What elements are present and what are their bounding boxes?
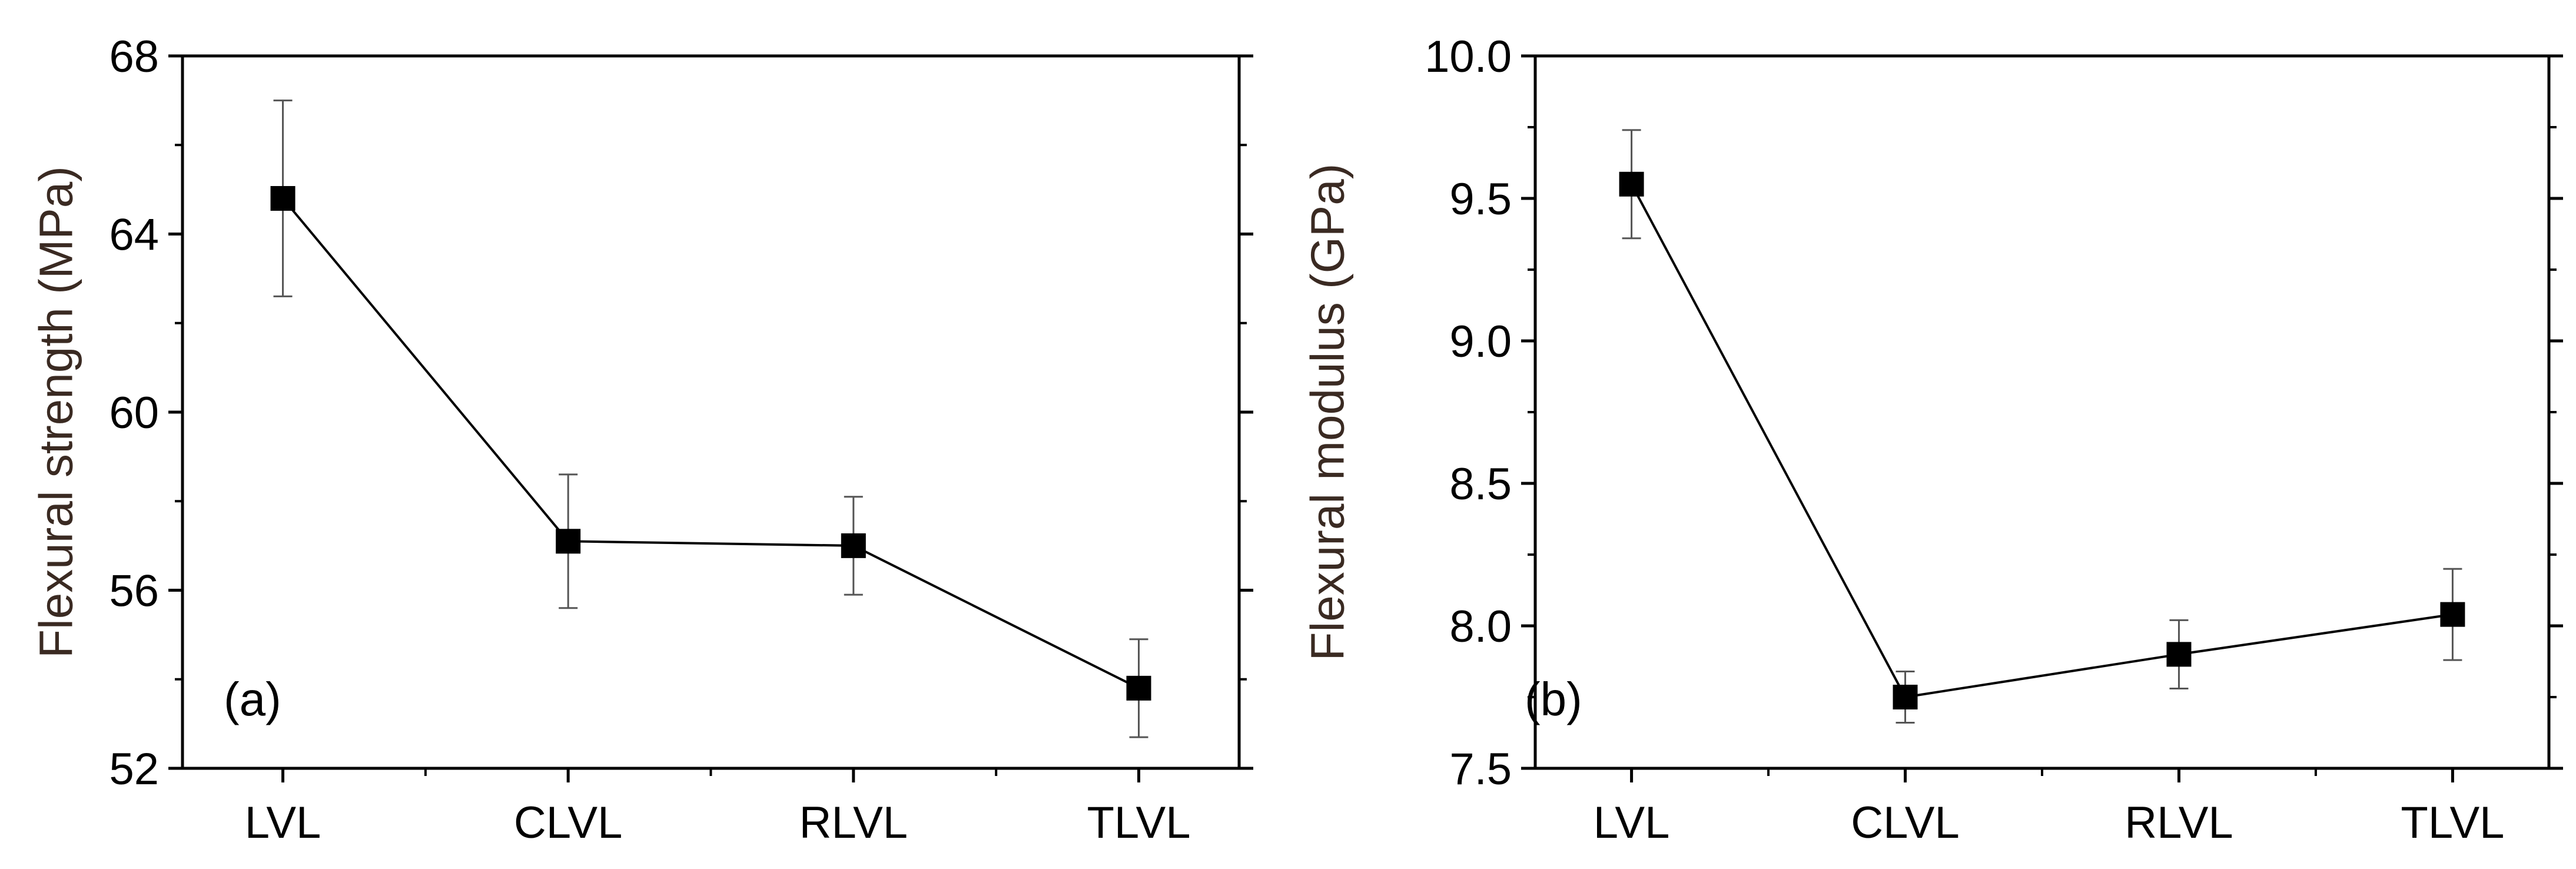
data-point — [270, 186, 296, 211]
data-point — [1893, 685, 1918, 709]
x-tick-label: CLVL — [1851, 798, 1959, 848]
chart-panel-a: 52 56 60 64 68 LVL CLVL RLVL TLVL Flexural streng… — [30, 32, 1253, 848]
y-tick-label: 52 — [109, 744, 159, 794]
y-tick-label: 8.5 — [1449, 459, 1512, 509]
data-point — [841, 533, 866, 558]
y-tick-label: 64 — [109, 210, 159, 260]
x-tick-label: TLVL — [2401, 798, 2504, 848]
x-tick-label: RLVL — [2124, 798, 2233, 848]
y-tick-label: 8.0 — [1449, 602, 1512, 652]
y-axis-title: Flexural strength (MPa) — [30, 166, 82, 658]
x-tick-label: LVL — [1594, 798, 1670, 848]
x-tick-label: TLVL — [1087, 798, 1190, 848]
data-point — [556, 529, 581, 554]
series-line — [1630, 183, 2453, 699]
x-tick-label: CLVL — [514, 798, 622, 848]
y-tick-label: 56 — [109, 566, 159, 616]
plot-frame — [1533, 54, 2551, 770]
data-point — [2440, 602, 2465, 627]
plot-frame — [181, 54, 1241, 770]
panel-label: (b) — [1525, 673, 1582, 725]
x-tick-label: RLVL — [799, 798, 908, 848]
data-point — [2166, 642, 2192, 667]
series-line — [281, 197, 1140, 689]
y-tick-label: 10.0 — [1425, 32, 1512, 82]
x-tick-label: LVL — [245, 798, 321, 848]
y-axis-title: Flexural modulus (GPa) — [1302, 164, 1354, 661]
y-tick-label: 9.0 — [1449, 317, 1512, 367]
y-tick-label: 68 — [109, 32, 159, 82]
data-point — [1619, 171, 1644, 197]
y-tick-label: 7.5 — [1449, 744, 1512, 794]
data-point — [1126, 675, 1151, 701]
y-tick-label: 60 — [109, 388, 159, 438]
panel-label: (a) — [224, 673, 281, 725]
y-tick-label: 9.5 — [1449, 174, 1512, 224]
chart-panel-b: 7.5 8.0 8.5 9.0 9.5 10.0 LVL CLVL RLVL TLVL Flexur… — [1302, 32, 2563, 848]
